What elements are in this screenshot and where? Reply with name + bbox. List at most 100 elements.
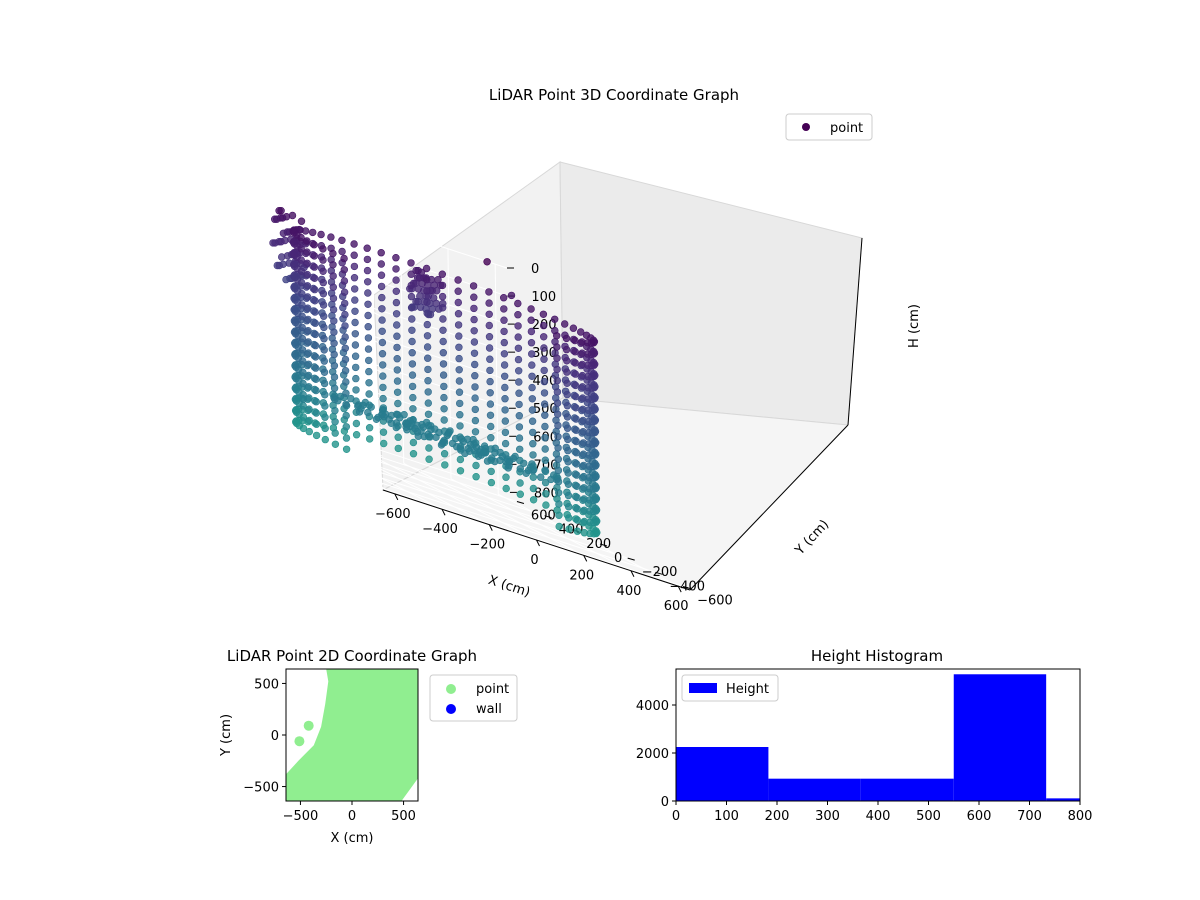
point-3d <box>514 299 522 308</box>
point-3d <box>342 434 351 442</box>
point-3d <box>407 281 415 290</box>
point-3d <box>580 506 588 514</box>
point-3d <box>299 357 307 365</box>
point-2d <box>303 720 314 731</box>
point-3d <box>471 372 479 380</box>
point-3d <box>440 450 449 458</box>
point-3d <box>311 308 319 316</box>
point-3d <box>394 444 402 453</box>
point-3d <box>472 461 480 470</box>
point-3d <box>341 367 350 375</box>
x-tick-mark <box>394 493 399 501</box>
point-3d <box>572 404 580 412</box>
point-3d <box>377 282 386 291</box>
point-3d <box>564 446 572 455</box>
point-3d <box>403 426 411 434</box>
point-3d <box>456 411 464 419</box>
point-3d <box>350 262 359 271</box>
point-3d <box>515 445 524 453</box>
y2d-label: Y (cm) <box>219 714 234 757</box>
point-3d <box>528 428 537 437</box>
point-3d <box>502 473 510 481</box>
point-3d <box>329 272 337 280</box>
point-3d <box>304 338 312 346</box>
point-3d <box>367 403 375 411</box>
point-3d <box>408 315 416 323</box>
z-tick-label: 0 <box>531 262 539 277</box>
point-3d <box>554 477 563 486</box>
point-3d <box>298 346 307 354</box>
point-3d <box>573 527 582 535</box>
point-3d <box>454 276 462 284</box>
point-3d <box>579 428 587 436</box>
point-3d <box>407 304 416 312</box>
point-3d <box>310 274 319 282</box>
point-3d <box>299 379 307 388</box>
point-3d <box>355 408 364 416</box>
point-3d <box>440 405 448 413</box>
point-3d <box>562 345 571 354</box>
points-2d <box>294 720 314 747</box>
point-3d <box>392 254 400 262</box>
point-3d <box>407 270 415 278</box>
point-3d <box>579 461 588 470</box>
point-3d <box>311 285 319 294</box>
point-2d <box>294 736 305 747</box>
point-3d <box>455 377 464 385</box>
point-3d <box>330 328 338 336</box>
point-3d <box>393 343 401 352</box>
point-3d <box>573 505 581 513</box>
point-3d <box>555 511 563 519</box>
point-3d <box>277 207 285 215</box>
point-3d <box>572 415 580 423</box>
point-3d <box>527 350 536 358</box>
point-3d <box>312 398 320 406</box>
point-3d <box>501 395 509 403</box>
point-3d <box>304 304 312 312</box>
point-3d <box>486 389 494 397</box>
point-3d <box>312 375 320 383</box>
point-3d <box>540 400 549 408</box>
hist-x-tick-label: 400 <box>866 809 891 824</box>
y-tick-mark <box>655 571 663 575</box>
point-3d <box>553 343 561 351</box>
point-3d <box>456 467 465 475</box>
point-3d <box>365 424 374 432</box>
point-3d <box>456 455 465 464</box>
point-3d <box>579 416 587 425</box>
point-3d <box>273 215 281 223</box>
point-3d <box>563 357 571 365</box>
point-3d <box>298 290 306 298</box>
point-3d <box>319 301 328 309</box>
point-3d <box>563 402 572 410</box>
point-3d <box>408 382 417 391</box>
point-3d <box>454 287 462 295</box>
point-3d <box>469 282 478 290</box>
point-3d <box>580 517 588 526</box>
point-3d <box>485 344 494 352</box>
x-tick-label: −400 <box>422 522 458 537</box>
point-3d <box>527 305 535 313</box>
point-3d <box>572 426 580 434</box>
point-3d <box>571 348 579 356</box>
pane-back <box>559 161 863 426</box>
point-3d <box>310 241 318 249</box>
point-3d <box>571 336 579 345</box>
point-3d <box>487 434 495 442</box>
point-3d <box>439 371 448 379</box>
point-3d <box>298 334 307 343</box>
point-3d <box>500 361 509 369</box>
point-3d <box>347 394 355 403</box>
point-3d <box>437 441 446 449</box>
point-3d <box>501 417 509 425</box>
point-3d <box>365 390 373 398</box>
point-3d <box>515 423 524 431</box>
point-3d <box>351 296 359 304</box>
y-tick-label: −200 <box>642 565 678 580</box>
point-3d <box>387 419 395 427</box>
point-3d <box>331 440 340 448</box>
point-3d <box>312 409 320 417</box>
point-3d <box>303 248 311 256</box>
point-3d <box>571 381 580 390</box>
point-3d <box>456 422 464 430</box>
